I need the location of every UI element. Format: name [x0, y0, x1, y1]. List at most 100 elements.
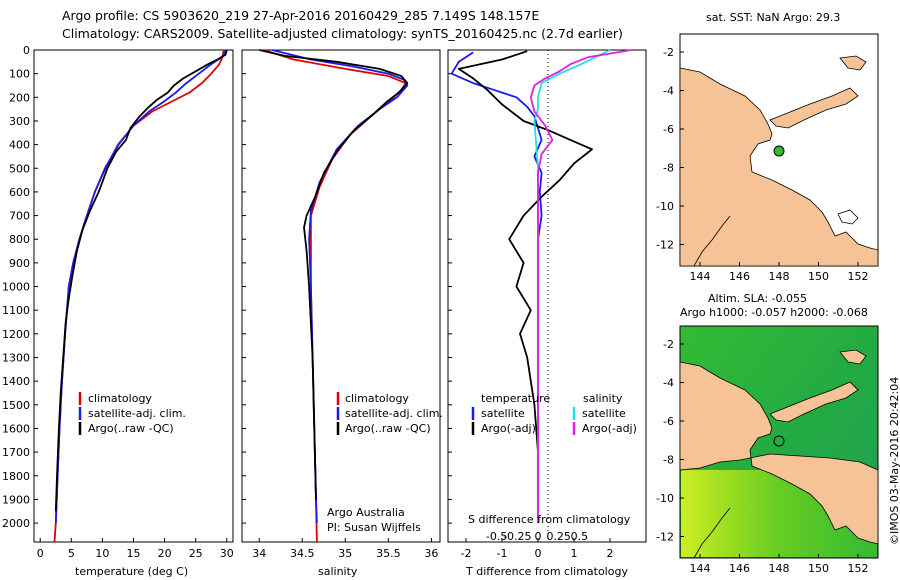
institution-label: Argo Australia: [327, 506, 405, 519]
salinity-legend: climatology satellite-adj. clim. Argo(..…: [327, 392, 443, 534]
series-line-s-argo-adj-: [529, 49, 632, 524]
x-tick-label: 36: [424, 547, 438, 560]
map-y-tick-label: -10: [656, 200, 674, 213]
map-x-tick-label: 150: [808, 270, 829, 283]
map-x-tick-label: 150: [808, 562, 829, 575]
x2-tick-label: 0: [535, 530, 542, 543]
x-tick-label: 25: [189, 547, 203, 560]
map-y-tick-label: -12: [656, 239, 674, 252]
salinity-axes: [241, 49, 441, 543]
legend-label-satellite: satellite-adj. clim.: [345, 407, 443, 420]
new-britain-land: [769, 381, 859, 423]
x-tick-label: 0: [37, 547, 44, 560]
series-line-climatology: [53, 49, 225, 543]
y-tick-label: 1500: [2, 399, 30, 412]
map-y-tick-label: -6: [663, 415, 674, 428]
legend-label-climatology: climatology: [345, 392, 409, 405]
y-tick-label: 500: [9, 162, 30, 175]
y-tick-label: 2000: [2, 517, 30, 530]
series-line-satellite-adj-clim-: [271, 49, 409, 524]
imos-credit: ©IMOS 03-May-2016 20:42:04: [888, 376, 900, 545]
difference-axes: [447, 49, 647, 543]
y-tick-label: 100: [9, 68, 30, 81]
x-tick-label: 15: [127, 547, 141, 560]
legend-label-argo: Argo(..raw -QC): [88, 422, 174, 435]
sst-map-title: sat. SST: NaN Argo: 29.3: [706, 11, 840, 24]
legend-label-s-argo: Argo(-adj): [582, 422, 637, 435]
series-line-climatology: [263, 49, 407, 543]
y-tick-label: 1400: [2, 375, 30, 388]
x2-tick-label: 0.5: [571, 530, 589, 543]
series-line-t-argo-adj-: [457, 50, 593, 500]
y-tick-label: 1300: [2, 352, 30, 365]
x-tick-label: 35: [338, 547, 352, 560]
map-x-tick-label: 144: [690, 562, 711, 575]
map-y-tick-label: -4: [663, 377, 674, 390]
map-x-tick-label: 146: [729, 562, 750, 575]
map-x-tick-label: 146: [729, 270, 750, 283]
legend-label-t-argo: Argo(-adj): [481, 422, 536, 435]
difference-legend: temperature salinity satellite Argo(-adj…: [468, 392, 637, 526]
map-x-tick-label: 152: [848, 270, 869, 283]
x-tick-label: 5: [68, 547, 75, 560]
x-tick-label: -2: [461, 547, 472, 560]
coastline: [693, 507, 731, 559]
x-tick-label: 2: [607, 547, 614, 560]
legend-header-temperature: temperature: [481, 392, 550, 405]
series-line-argo-raw-qc-: [258, 49, 409, 500]
x-tick-label: 10: [95, 547, 109, 560]
sla-map-title-1: Altim. SLA: -0.055: [708, 292, 807, 305]
y-tick-label: 0: [23, 44, 30, 57]
map-x-tick-label: 152: [848, 562, 869, 575]
y-tick-label: 1200: [2, 328, 30, 341]
x2-tick-label: -0.25: [503, 530, 531, 543]
map-y-tick-label: -8: [663, 162, 674, 175]
new-ireland-land: [839, 349, 867, 365]
y-tick-label: 800: [9, 233, 30, 246]
y-tick-label: 1900: [2, 493, 30, 506]
x-tick-label: 34.5: [290, 547, 315, 560]
legend-label-s-satellite: satellite: [582, 407, 626, 420]
new-britain-land: [769, 87, 859, 129]
y-tick-label: 400: [9, 139, 30, 152]
y-tick-label: 1800: [2, 470, 30, 483]
legend-label-satellite: satellite-adj. clim.: [88, 407, 186, 420]
argo-float-marker: [773, 145, 785, 157]
profile-title: Argo profile: CS 5903620_219 27-Apr-2016…: [62, 8, 540, 23]
legend-label-t-satellite: satellite: [481, 407, 525, 420]
map-x-tick-label: 148: [769, 270, 790, 283]
y-tick-label: 1600: [2, 422, 30, 435]
island: [837, 209, 859, 225]
map-y-tick-label: -12: [656, 531, 674, 544]
y-tick-label: 1700: [2, 446, 30, 459]
series-line-argo-raw-qc-: [54, 49, 228, 512]
temperature-xlabel: temperature (deg C): [75, 565, 188, 578]
salinity-xlabel: salinity: [318, 565, 358, 578]
temperature-legend: climatology satellite-adj. clim. Argo(..…: [78, 392, 186, 435]
map-x-tick-label: 144: [690, 270, 711, 283]
y-tick-label: 900: [9, 257, 30, 270]
y-tick-label: 200: [9, 91, 30, 104]
map-y-tick-label: -10: [656, 492, 674, 505]
legend-header-salinity: salinity: [583, 392, 623, 405]
coastline: [693, 215, 731, 267]
new-guinea-land: [679, 361, 879, 545]
legend-label-climatology: climatology: [88, 392, 152, 405]
legend-label-argo: Argo(..raw -QC): [345, 422, 431, 435]
map-y-tick-label: -2: [663, 338, 674, 351]
x-tick-label: 1: [571, 547, 578, 560]
map-y-tick-label: -6: [663, 123, 674, 136]
y-tick-label: 300: [9, 115, 30, 128]
t-difference-xlabel: T difference from climatology: [465, 565, 628, 578]
argo-float-marker: [773, 435, 785, 447]
new-ireland-land: [839, 55, 867, 71]
sst-map: [679, 33, 879, 267]
sla-map: [679, 325, 879, 559]
map-y-tick-label: -4: [663, 85, 674, 98]
y-tick-label: 700: [9, 210, 30, 223]
climatology-title: Climatology: CARS2009. Satellite-adjuste…: [62, 26, 623, 41]
y-tick-label: 600: [9, 186, 30, 199]
s-difference-label: S difference from climatology: [468, 513, 631, 526]
x2-tick-label: 0.25: [546, 530, 571, 543]
